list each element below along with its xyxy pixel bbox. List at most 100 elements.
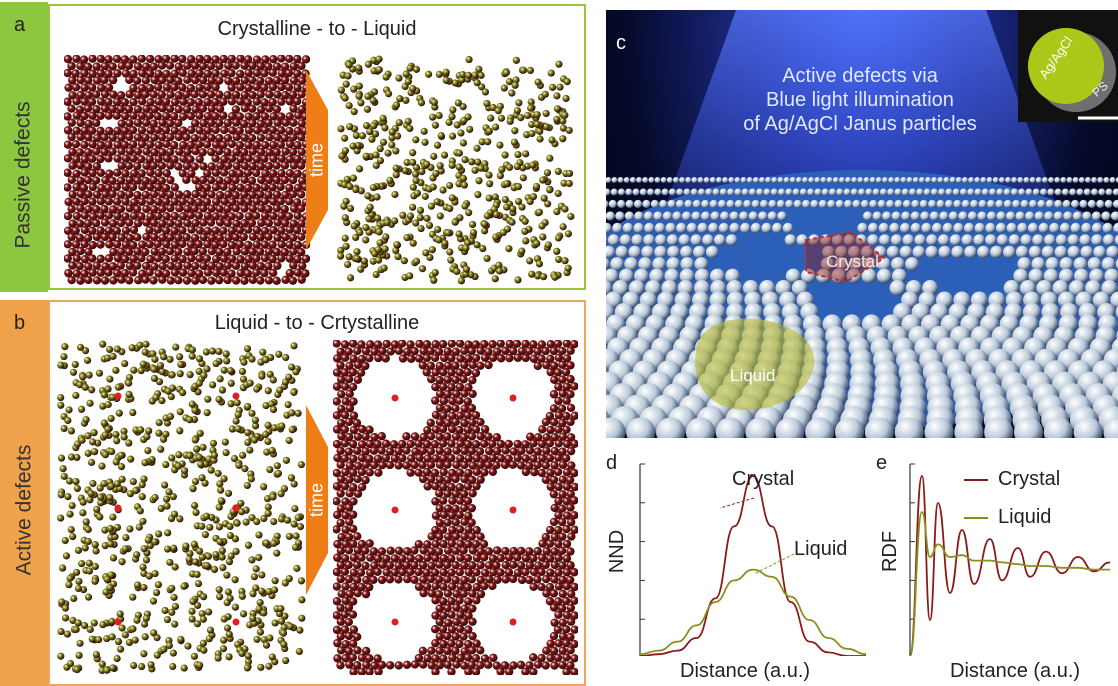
crystal-particle — [211, 125, 220, 135]
crystal-particle — [277, 169, 286, 178]
liquid-particle — [86, 625, 94, 634]
liquid-particle — [113, 654, 121, 663]
liquid-particle — [57, 401, 65, 409]
crystal-particle — [232, 147, 241, 157]
crystal-particle — [344, 603, 354, 612]
crystal-particle — [157, 75, 167, 85]
janus-particle — [1017, 177, 1024, 183]
liquid-particle — [491, 123, 500, 131]
liquid-particle — [200, 371, 208, 379]
janus-particle — [615, 211, 625, 221]
janus-particle — [1054, 177, 1061, 183]
crystal-region-label: Crystal — [826, 252, 879, 271]
crystal-particle — [113, 140, 122, 149]
crystal-particle — [194, 197, 203, 207]
liquid-particle — [144, 536, 152, 544]
janus-particle — [1113, 199, 1118, 209]
janus-particle — [1060, 177, 1067, 183]
crystal-particle — [549, 489, 558, 499]
janus-particle — [1053, 211, 1063, 221]
crystal-particle — [369, 460, 379, 470]
janus-particle — [851, 177, 858, 183]
crystal-particle — [545, 453, 555, 463]
crystal-particle — [434, 347, 444, 356]
crystal-particle — [293, 154, 302, 164]
crystal-particle — [220, 69, 229, 78]
crystal-particle — [215, 247, 224, 256]
crystal-particle — [100, 104, 110, 113]
janus-particle — [684, 199, 693, 209]
crystal-particle — [268, 125, 278, 135]
liquid-particle — [555, 60, 563, 68]
janus-particle — [974, 177, 981, 183]
liquid-particle — [155, 418, 163, 427]
liquid-particle — [188, 615, 196, 623]
janus-particle — [606, 188, 611, 196]
liquid-particle — [499, 228, 507, 237]
crystal-particle — [277, 55, 286, 63]
crystal-particle — [137, 83, 147, 93]
active-defect — [232, 618, 240, 626]
crystal-particle — [231, 90, 241, 99]
crystal-particle — [108, 104, 118, 114]
crystal-particle — [240, 190, 249, 199]
crystal-particle — [265, 90, 274, 99]
crystal-particle — [365, 425, 374, 434]
crystal-particle — [211, 183, 221, 192]
janus-particle — [632, 188, 640, 196]
crystal-particle — [345, 389, 354, 399]
crystal-particle — [190, 90, 199, 99]
crystal-particle — [501, 560, 510, 570]
liquid-particle — [455, 230, 463, 238]
janus-particle — [961, 234, 974, 246]
liquid-particle — [538, 222, 546, 230]
janus-particle — [1028, 245, 1042, 259]
crystal-particle — [97, 183, 106, 193]
crystal-particle — [554, 639, 563, 648]
janus-particle — [1031, 257, 1046, 271]
crystal-particle — [215, 90, 224, 99]
crystal-particle — [104, 197, 114, 206]
liquid-particle — [393, 132, 402, 140]
liquid-particle — [521, 217, 529, 225]
crystal-particle — [158, 261, 167, 271]
crystal-particle — [113, 154, 122, 163]
crystal-particle — [178, 239, 187, 249]
janus-particle — [700, 211, 711, 221]
liquid-particle — [144, 446, 152, 455]
liquid-particle — [235, 461, 243, 469]
liquid-particle — [249, 590, 257, 598]
liquid-particle — [220, 475, 228, 483]
liquid-particle — [341, 234, 349, 242]
janus-particle — [782, 222, 794, 234]
crystal-particle — [464, 667, 473, 675]
crystal-particle — [512, 340, 522, 348]
crystal-particle — [533, 433, 543, 442]
crystal-particle — [108, 147, 117, 156]
crystal-particle — [464, 383, 473, 392]
crystal-particle — [550, 461, 559, 470]
crystal-particle — [419, 432, 428, 442]
liquid-particle — [412, 176, 420, 185]
crystal-particle — [377, 660, 387, 670]
crystal-particle — [186, 111, 196, 121]
crystal-particle — [435, 432, 444, 442]
liquid-particle — [149, 350, 157, 358]
crystal-particle — [166, 276, 175, 285]
liquid-particle — [259, 348, 267, 356]
crystal-particle — [529, 554, 538, 563]
crystal-particle — [240, 175, 249, 184]
liquid-particle — [290, 388, 298, 396]
liquid-particle — [271, 619, 279, 627]
janus-particle — [1076, 188, 1084, 196]
crystal-particle — [124, 161, 134, 171]
janus-particle — [649, 268, 665, 284]
crystal-particle — [455, 525, 465, 534]
crystal-particle — [460, 360, 469, 370]
liquid-particle — [539, 233, 547, 241]
janus-particle — [1090, 188, 1099, 196]
crystal-particle — [285, 254, 294, 263]
crystal-particle — [456, 539, 465, 549]
crystal-particle — [562, 511, 572, 520]
liquid-particle — [345, 61, 353, 69]
